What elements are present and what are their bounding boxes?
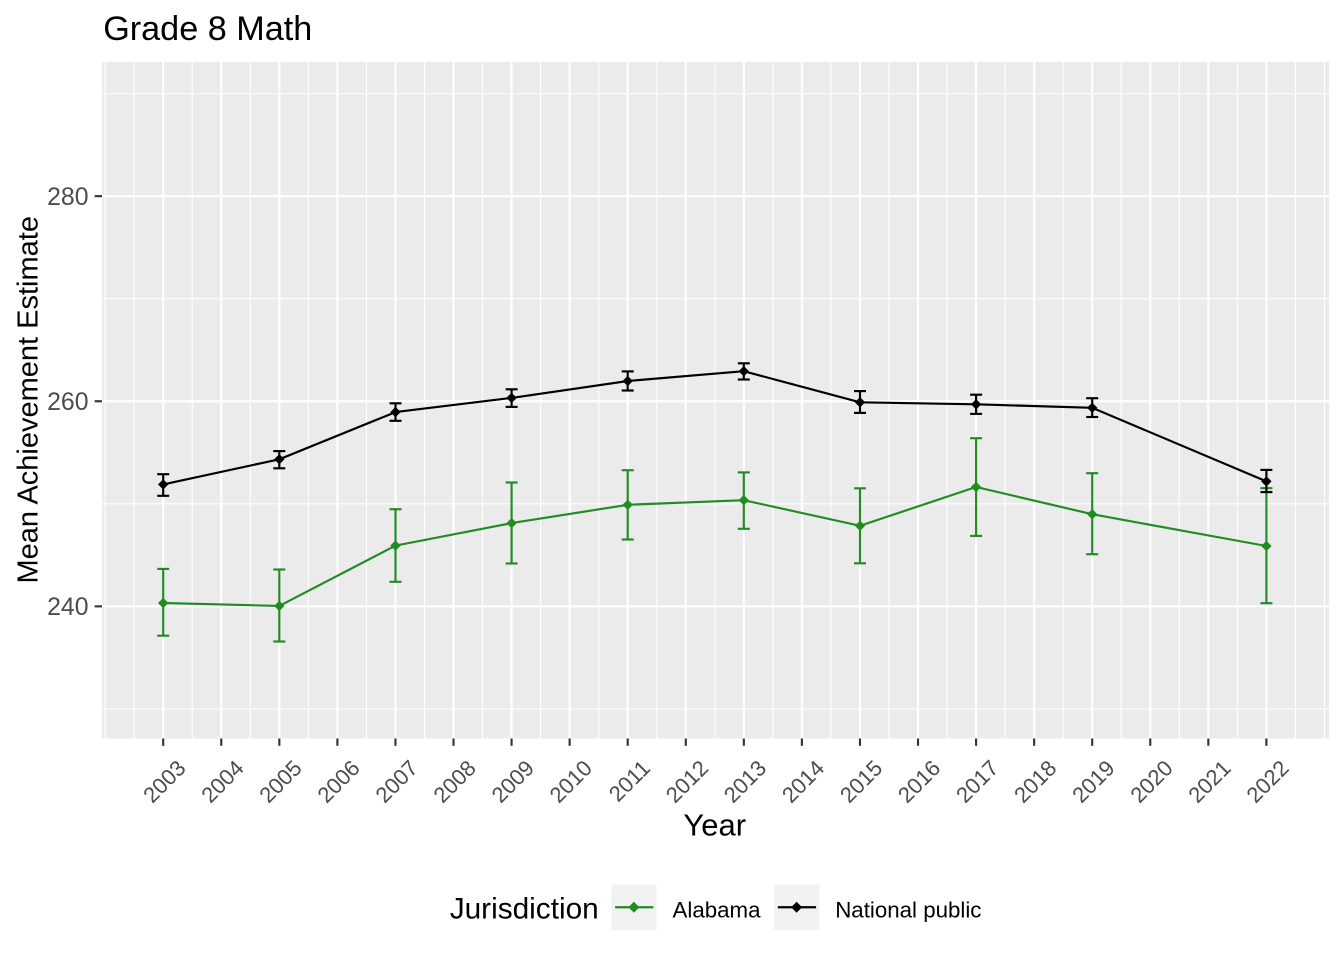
svg-text:Mean Achievement Estimate: Mean Achievement Estimate (13, 216, 45, 584)
svg-text:National public: National public (835, 897, 981, 922)
svg-text:Jurisdiction: Jurisdiction (450, 893, 599, 926)
svg-text:260: 260 (47, 389, 88, 416)
svg-text:Year: Year (683, 808, 746, 843)
svg-text:280: 280 (47, 184, 88, 211)
svg-text:Alabama: Alabama (673, 897, 762, 922)
svg-text:240: 240 (47, 594, 88, 621)
svg-text:Grade 8 Math: Grade 8 Math (103, 10, 312, 48)
